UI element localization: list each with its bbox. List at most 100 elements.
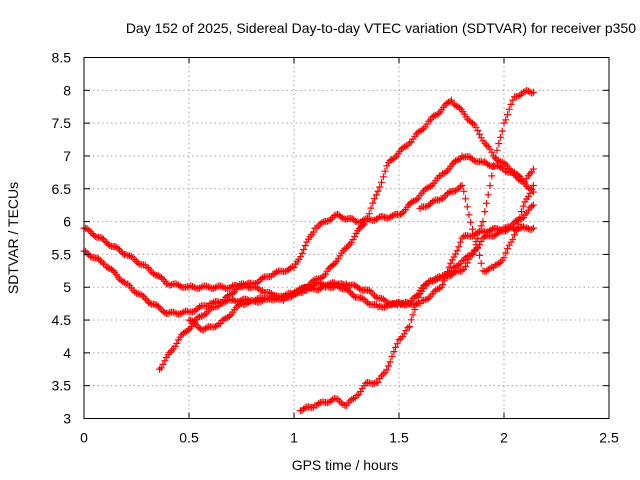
x-tick-label: 1	[290, 430, 298, 446]
series-marker-run	[218, 301, 244, 324]
series-marker-run	[313, 394, 338, 409]
y-tick-label: 4	[63, 345, 71, 361]
series-marker-run	[218, 281, 244, 306]
series-marker-run	[397, 194, 422, 218]
data-point	[479, 218, 487, 226]
series-marker-run	[166, 307, 191, 318]
series-marker-run	[449, 260, 464, 272]
series-marker-run	[502, 235, 517, 257]
series-marker-run	[239, 280, 265, 295]
series-marker-run	[124, 280, 149, 303]
series-marker-run	[418, 285, 443, 305]
series-marker-run	[103, 263, 128, 286]
series-marker-run	[460, 251, 475, 264]
y-tick-label: 3.5	[52, 378, 72, 394]
series-marker-run	[428, 98, 454, 121]
series-marker-run	[470, 121, 496, 156]
series-marker-run	[298, 403, 317, 414]
series-marker-run	[449, 99, 475, 126]
series-marker-run	[439, 155, 464, 178]
data-point	[500, 119, 508, 127]
data-point	[385, 300, 392, 308]
series-track-3	[156, 96, 537, 373]
series-marker-run	[418, 279, 433, 292]
series-marker-run	[313, 212, 338, 232]
series-marker-run	[334, 210, 359, 225]
series-marker-run	[292, 228, 317, 268]
y-axis-title: SDTVAR / TECUs	[5, 182, 21, 294]
data-point	[101, 237, 109, 245]
data-point	[529, 201, 537, 209]
x-tick-label: 1.5	[389, 430, 409, 446]
series-marker-run	[124, 252, 149, 269]
series-marker-run	[386, 298, 412, 309]
y-tick-label: 7.5	[52, 115, 72, 131]
x-tick-label: 0	[80, 430, 88, 446]
series-marker-run	[157, 339, 181, 372]
x-tick-label: 2	[500, 430, 508, 446]
series-marker-run	[523, 202, 536, 217]
data-point	[529, 181, 537, 189]
data-point	[500, 254, 508, 262]
y-tick-label: 8	[63, 82, 71, 98]
series-track-1	[80, 152, 537, 292]
data-point	[469, 250, 476, 258]
data-point	[529, 165, 537, 173]
series-marker-run	[386, 340, 401, 366]
series-marker-run	[376, 210, 401, 222]
y-tick-label: 5	[63, 279, 71, 295]
data-point	[374, 378, 382, 386]
series-marker-run	[344, 394, 359, 407]
chart-title: Day 152 of 2025, Sidereal Day-to-day VTE…	[126, 20, 636, 36]
series-marker-run	[512, 170, 536, 194]
data-series	[80, 87, 537, 415]
series-marker-run	[355, 294, 380, 309]
axis-ticks: 0 0.5 1 1.5 2 2.5 3 3.5 4 4.5 5 5.5 6 6.5 7 7.5 8 8.5	[52, 50, 619, 446]
data-point	[448, 96, 455, 104]
series-marker-run	[407, 293, 422, 324]
series-marker-run	[187, 282, 212, 292]
data-point	[529, 224, 537, 232]
series-track-6	[416, 181, 537, 275]
data-point	[343, 280, 350, 288]
series-marker-run	[260, 292, 286, 304]
y-tick-label: 8.5	[52, 50, 72, 66]
series-marker-run	[187, 302, 212, 316]
series-marker-run	[271, 263, 296, 277]
series-marker-run	[239, 297, 265, 308]
series-marker-run	[344, 218, 370, 250]
series-marker-run	[439, 268, 454, 281]
series-marker-run	[460, 187, 485, 267]
data-point	[511, 231, 518, 239]
series-marker-run	[201, 320, 223, 332]
series-marker-run	[407, 117, 433, 146]
series-marker-run	[145, 264, 170, 288]
data-point	[529, 88, 537, 96]
series-marker-run	[523, 168, 536, 182]
series-marker-run	[197, 302, 223, 320]
y-tick-label: 7	[63, 148, 71, 164]
series-marker-run	[523, 224, 536, 233]
series-marker-run	[439, 182, 464, 203]
series-marker-run	[166, 280, 191, 292]
series-marker-run	[491, 127, 506, 162]
data-point	[406, 323, 413, 331]
x-tick-label: 0.5	[179, 430, 199, 446]
series-marker-run	[481, 172, 496, 216]
series-marker-run	[365, 286, 391, 306]
series-marker-run	[523, 186, 536, 203]
data-point	[490, 162, 497, 170]
series-marker-run	[502, 96, 517, 124]
data-point	[416, 204, 424, 212]
series-marker-run	[460, 153, 485, 166]
series-marker-run	[208, 282, 233, 292]
series-marker-run	[491, 256, 506, 269]
data-point	[395, 336, 403, 344]
y-tick-label: 4.5	[52, 312, 72, 328]
series-marker-run	[376, 366, 391, 382]
y-tick-label: 3	[63, 411, 71, 427]
y-tick-label: 6	[63, 214, 71, 230]
series-marker-run	[323, 245, 349, 275]
series-marker-run	[82, 224, 107, 243]
